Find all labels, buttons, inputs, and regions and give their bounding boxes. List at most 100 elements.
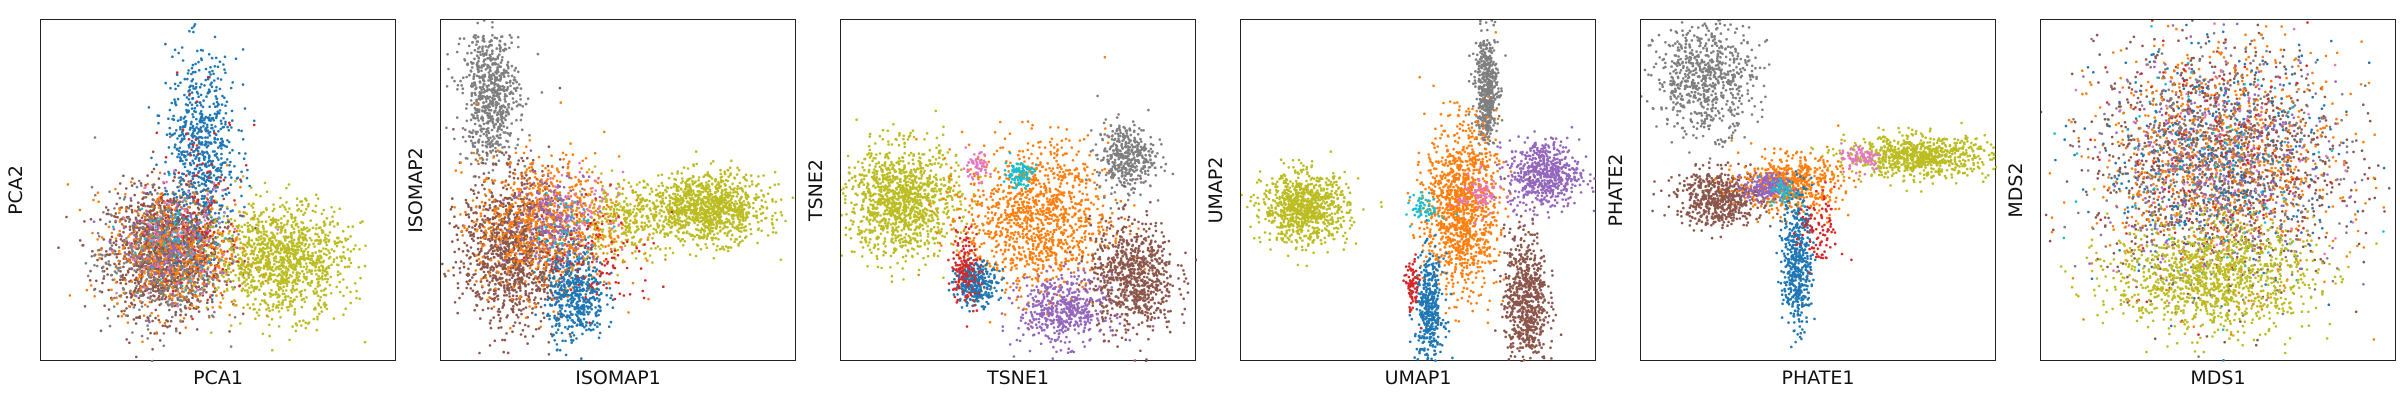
scatter-point: [130, 210, 134, 214]
scatter-point: [196, 255, 200, 258]
scatter-point: [317, 226, 321, 230]
scatter-point: [190, 107, 194, 110]
scatter-point: [221, 267, 225, 271]
scatter-point: [312, 290, 315, 293]
scatter-point: [153, 246, 157, 250]
scatter-point: [216, 65, 220, 69]
scatter-point: [206, 141, 210, 144]
scatter-point: [204, 226, 207, 229]
scatter-point: [183, 258, 186, 261]
scatter-point: [194, 87, 197, 90]
scatter-point: [180, 222, 184, 225]
scatter-point: [274, 306, 278, 309]
scatter-point: [174, 231, 177, 234]
scatter-point: [506, 71, 510, 75]
scatter-point: [333, 240, 337, 243]
scatter-point: [141, 275, 145, 278]
scatter-point: [358, 297, 362, 301]
scatter-point: [473, 141, 477, 145]
scatter-point: [210, 298, 214, 301]
scatter-point: [160, 231, 163, 235]
scatter-point: [359, 276, 362, 280]
scatter-point: [200, 182, 204, 186]
scatter-point: [285, 306, 289, 309]
scatter-point: [177, 220, 180, 224]
scatter-point: [186, 247, 189, 251]
scatter-point: [157, 230, 161, 234]
scatter-point: [243, 250, 246, 253]
scatter-point: [136, 268, 139, 271]
scatter-point: [240, 170, 243, 174]
scatter-point: [261, 254, 264, 257]
scatter-point: [227, 232, 230, 235]
scatter-point: [174, 192, 177, 196]
scatter-point: [200, 168, 203, 172]
scatter-point: [505, 126, 509, 129]
scatter-point: [138, 315, 142, 318]
scatter-point: [150, 253, 154, 256]
scatter-point: [159, 258, 162, 262]
scatter-point: [188, 276, 192, 280]
scatter-point: [317, 257, 321, 260]
scatter-point: [203, 84, 206, 87]
scatter-point: [231, 225, 235, 228]
scatter-point: [252, 303, 255, 306]
scatter-point: [220, 103, 224, 106]
scatter-point: [128, 290, 132, 293]
scatter-point: [212, 285, 215, 288]
scatter-point: [118, 294, 121, 298]
scatter-point: [167, 117, 170, 120]
scatter-point: [138, 222, 142, 225]
scatter-point: [161, 296, 164, 299]
scatter-point: [133, 303, 137, 307]
scatter-point: [135, 284, 138, 288]
scatter-point: [272, 303, 275, 306]
scatter-point: [184, 326, 188, 329]
scatter-point: [156, 260, 160, 263]
scatter-point: [363, 340, 367, 344]
scatter-point: [279, 316, 282, 319]
scatter-point: [153, 204, 156, 207]
scatter-point: [226, 220, 230, 224]
scatter-point: [290, 216, 293, 220]
scatter-point: [222, 215, 226, 218]
scatter-point: [149, 226, 152, 229]
scatter-point: [148, 238, 152, 241]
scatter-point: [242, 242, 245, 246]
scatter-point: [238, 264, 242, 268]
scatter-point: [250, 186, 253, 189]
scatter-point: [261, 332, 265, 336]
scatter-point: [300, 242, 304, 246]
scatter-point: [128, 233, 132, 236]
scatter-point: [276, 282, 280, 286]
scatter-point: [139, 294, 142, 297]
scatter-point: [154, 225, 158, 229]
scatter-point: [205, 255, 209, 258]
scatter-point: [244, 284, 247, 287]
scatter-point: [148, 257, 152, 260]
scatter-point: [266, 315, 270, 318]
scatter-point: [255, 285, 259, 289]
scatter-point: [199, 276, 203, 280]
scatter-point: [230, 300, 234, 304]
scatter-point: [117, 246, 121, 249]
scatter-point: [185, 203, 188, 206]
scatter-point: [277, 272, 281, 276]
scatter-point: [311, 209, 315, 213]
scatter-point: [110, 231, 114, 235]
scatter-point: [205, 270, 208, 274]
scatter-point: [205, 306, 209, 310]
scatter-point: [327, 238, 331, 242]
scatter-point: [191, 229, 195, 233]
scatter-point: [218, 87, 222, 91]
scatter-point: [323, 224, 326, 227]
scatter-point: [284, 295, 288, 298]
scatter-point: [247, 236, 251, 239]
scatter-point: [195, 190, 198, 194]
scatter-point: [228, 151, 232, 155]
scatter-point: [225, 280, 229, 283]
scatter-point: [188, 273, 191, 276]
scatter-point: [148, 300, 151, 304]
scatter-point: [211, 314, 214, 317]
scatter-point: [194, 157, 197, 160]
